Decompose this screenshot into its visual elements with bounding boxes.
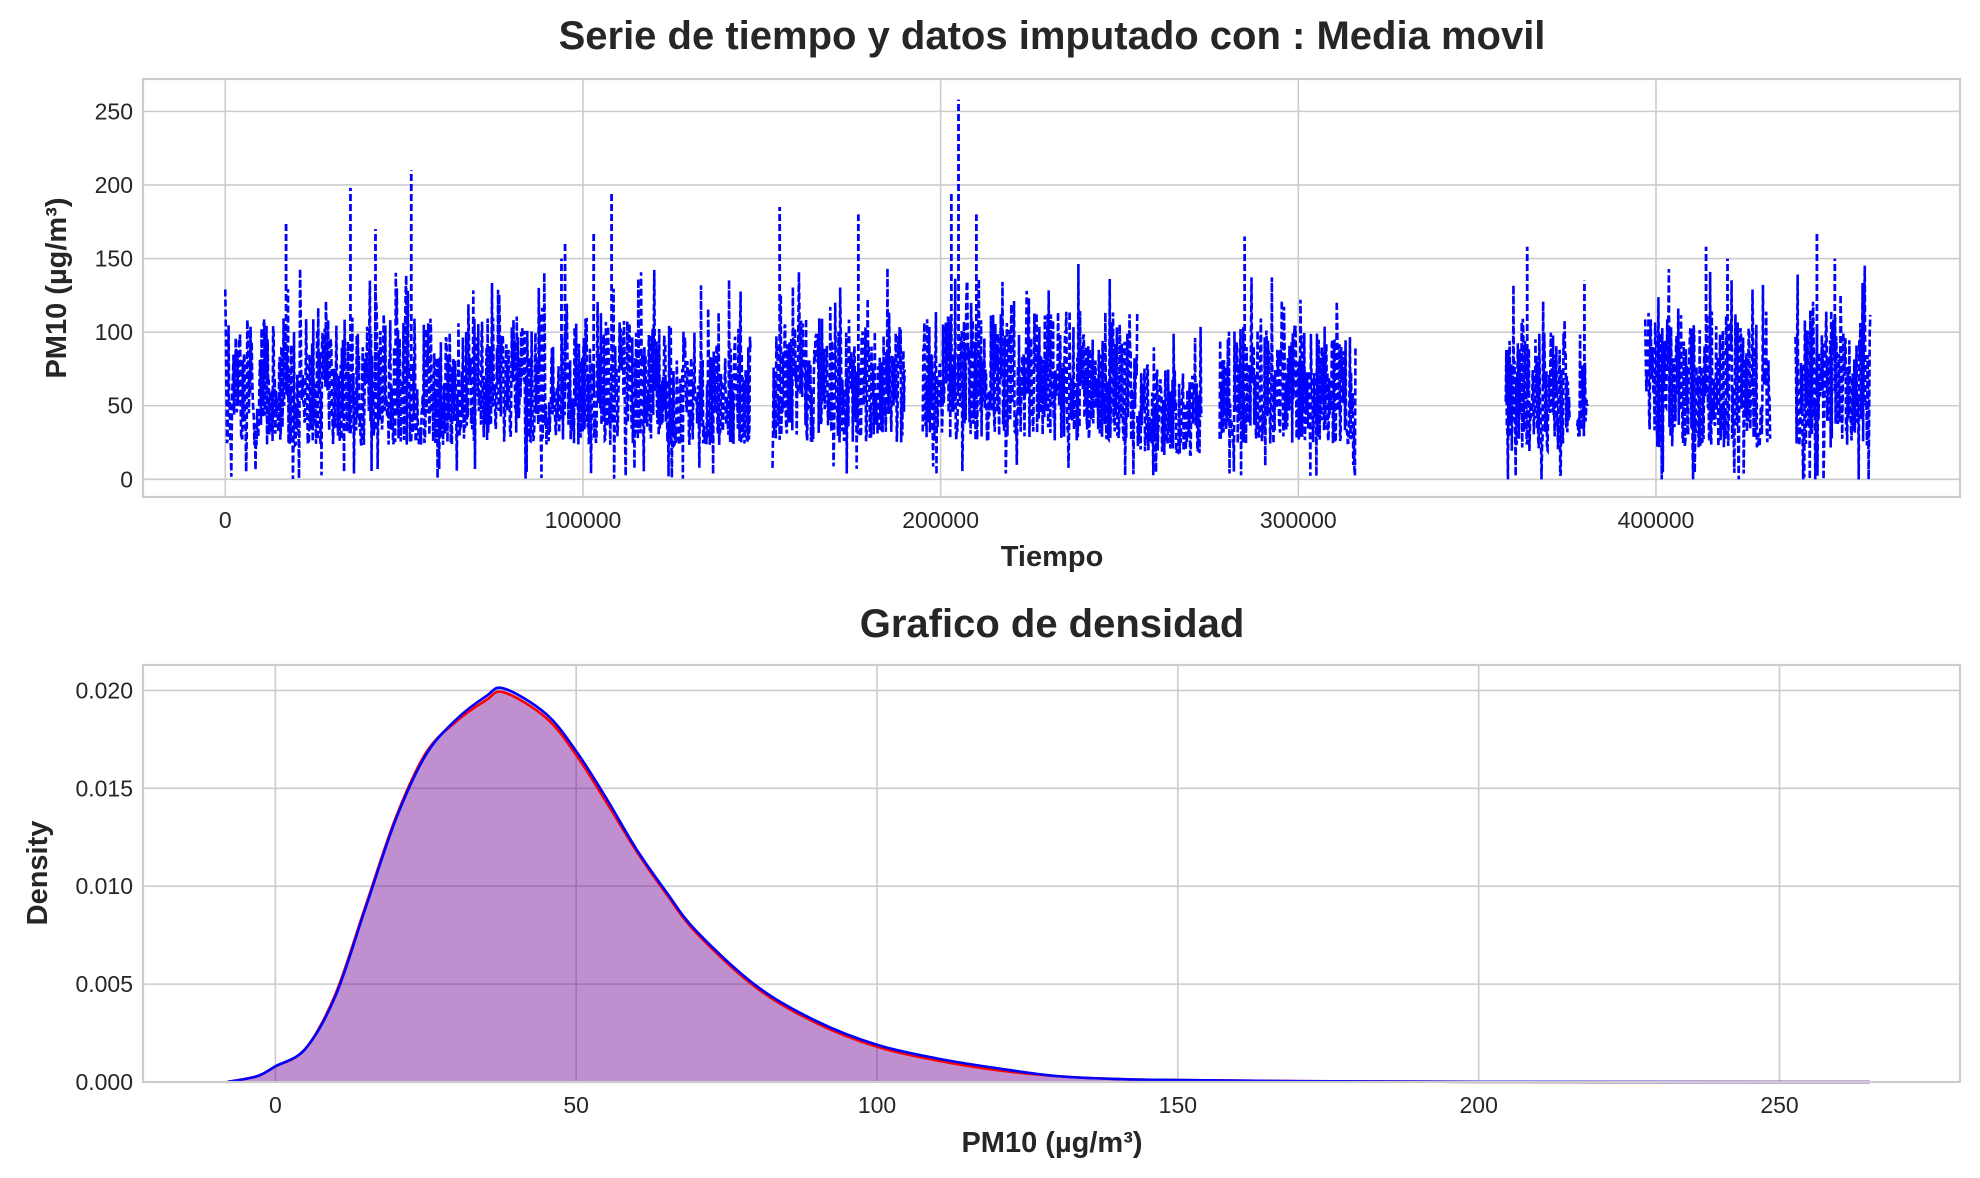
p1-x-tick-label: 100000 (545, 507, 622, 533)
p1-y-tick-label: 150 (95, 246, 133, 272)
density-fill (227, 687, 1870, 1083)
series-segment (1504, 285, 1572, 480)
series-segment (1218, 277, 1357, 477)
density-y-ticks: 0.000 0.005 0.010 0.015 0.020 (75, 677, 133, 1095)
series-segment (921, 264, 1139, 476)
density-y-label: Density (22, 821, 54, 926)
time-series-y-ticks: 0 50 100 150 200 250 (95, 98, 133, 492)
p2-x-tick-label: 200 (1459, 1092, 1497, 1118)
density-curves (226, 686, 1870, 1084)
p2-y-tick-label: 0.015 (75, 775, 133, 801)
p1-x-tick-label: 0 (219, 507, 232, 533)
p1-x-tick-label: 400000 (1618, 507, 1695, 533)
time-series-panel: Serie de tiempo y datos imputado con : M… (41, 14, 1962, 573)
series-segment (223, 268, 752, 480)
series-segment (771, 268, 906, 474)
density-title: Grafico de densidad (860, 602, 1245, 646)
density-plot-area (141, 663, 1962, 1084)
p1-y-tick-label: 100 (95, 319, 133, 345)
density-x-ticks: 0 50 100 150 200 250 (269, 1092, 1799, 1118)
p2-x-tick-label: 250 (1760, 1092, 1798, 1118)
time-series-plot-area (141, 77, 1962, 499)
series-segment (1643, 268, 1772, 480)
time-series-line (223, 99, 1872, 480)
time-series-y-label: PM10 (µg/m³) (41, 197, 73, 378)
time-series-title: Serie de tiempo y datos imputado con : M… (559, 14, 1546, 58)
p2-y-tick-label: 0.000 (75, 1069, 133, 1095)
density-x-label: PM10 (µg/m³) (961, 1127, 1142, 1159)
series-segment (1794, 265, 1872, 480)
p2-x-tick-label: 50 (563, 1092, 589, 1118)
p1-y-tick-label: 50 (107, 393, 133, 419)
p1-y-tick-label: 0 (120, 466, 133, 492)
p1-y-tick-label: 250 (95, 98, 133, 124)
time-series-x-ticks: 0 100000 200000 300000 400000 (219, 507, 1694, 533)
p2-y-tick-label: 0.020 (75, 677, 133, 703)
series-segment (1575, 334, 1589, 437)
p2-y-tick-label: 0.005 (75, 971, 133, 997)
series-segment (1136, 326, 1203, 476)
p2-x-tick-label: 150 (1159, 1092, 1197, 1118)
time-series-x-label: Tiempo (1001, 541, 1104, 573)
p2-y-tick-label: 0.010 (75, 873, 133, 899)
p2-x-tick-label: 0 (269, 1092, 282, 1118)
p2-x-tick-label: 100 (858, 1092, 896, 1118)
p1-x-tick-label: 300000 (1260, 507, 1337, 533)
density-fill (227, 691, 1870, 1083)
density-panel: Grafico de densidad 0 50 100 150 200 250 0.00… (22, 602, 1962, 1159)
p1-y-tick-label: 200 (95, 172, 133, 198)
p1-x-tick-label: 200000 (902, 507, 979, 533)
